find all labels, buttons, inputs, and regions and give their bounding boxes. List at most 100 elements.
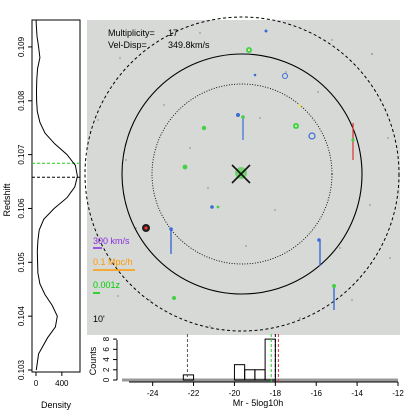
field-star	[209, 325, 211, 327]
density-x-tick-label: 400	[55, 379, 69, 388]
member-galaxy	[144, 226, 148, 230]
veldisp-value: 349.8km/s	[168, 40, 210, 50]
histogram-bar	[254, 369, 266, 381]
member-galaxy	[172, 296, 176, 300]
field-star	[285, 71, 287, 73]
group-members	[142, 29, 355, 310]
field-star	[189, 147, 191, 149]
density-x-ticks: 0 400	[34, 372, 69, 388]
field-star	[245, 245, 247, 247]
field-star	[207, 187, 209, 189]
histogram-bar	[233, 364, 246, 381]
histogram-bar	[264, 338, 276, 381]
multiplicity-label: Multiplicity=	[108, 28, 155, 38]
density-y-label: Redshift	[2, 183, 12, 217]
veldisp-label: Vel-Disp=	[108, 40, 147, 50]
histogram-y-ticks: 0 2 4 6 8	[102, 336, 117, 382]
histogram-x-ticks: -24 -22 -20 -18 -16 -14 -12	[147, 382, 404, 398]
density-x-tick-label: 0	[34, 379, 39, 388]
density-frame	[31, 19, 81, 373]
middle-ring-solid	[121, 53, 363, 295]
histogram-x-tick-label: -18	[270, 389, 282, 398]
member-galaxy	[282, 73, 288, 79]
multiplicity-value: 17	[168, 28, 178, 38]
histogram-bar	[182, 374, 195, 381]
field-star	[259, 117, 261, 119]
histogram-y-tick-label: 2	[102, 367, 111, 372]
member-galaxy	[210, 205, 214, 209]
field-star	[163, 104, 165, 106]
velocity-scale-label: 300 km/s	[93, 236, 130, 246]
member-galaxy	[201, 125, 207, 131]
member-galaxy	[216, 205, 220, 209]
cross-stroke	[231, 164, 251, 184]
member-galaxy	[308, 132, 316, 140]
histogram-x-tick-label: -22	[188, 389, 200, 398]
group-centre-cross	[231, 164, 251, 184]
histogram-bars	[182, 338, 276, 381]
density-y-ticks: 0.103 0.104 0.105 0.106 0.107 0.108 0.109	[17, 36, 32, 380]
histogram-x-tick-label: -20	[229, 389, 241, 398]
sky-panel: Multiplicity= 17 Vel-Disp= 349.8km/s 300…	[84, 16, 400, 335]
field-star	[119, 57, 121, 59]
density-curve	[35, 19, 78, 371]
field-star	[125, 159, 127, 161]
histogram-x-tick-label: -16	[310, 389, 322, 398]
member-galaxy	[182, 164, 188, 170]
density-y-tick-label: 0.105	[17, 252, 26, 273]
member-galaxy	[351, 138, 355, 142]
field-star	[371, 53, 373, 55]
hist-y-label: Counts	[88, 346, 98, 375]
histogram-y-tick-label: 8	[102, 336, 111, 341]
member-galaxy	[247, 48, 251, 52]
hist-x-label: Mr - 5log10h	[233, 398, 284, 408]
histogram-bar	[244, 369, 256, 381]
density-panel: 0.103 0.104 0.105 0.106 0.107 0.108 0.109 0 400…	[2, 19, 81, 410]
field-star	[199, 32, 201, 34]
histogram-reference-lines	[186, 334, 279, 382]
density-y-tick-label: 0.108	[17, 90, 26, 111]
field-star	[299, 317, 301, 319]
density-y-tick-label: 0.106	[17, 198, 26, 219]
angle-scale-label: 10'	[93, 314, 105, 324]
histogram-y-tick-label: 6	[102, 347, 111, 352]
hist-x-label-text: Mr - 5log10h	[233, 398, 284, 408]
member-galaxy	[317, 238, 321, 242]
member-galaxy	[264, 29, 268, 33]
density-y-tick-label: 0.109	[17, 36, 26, 57]
field-star	[387, 137, 389, 139]
member-galaxy	[241, 115, 245, 119]
member-galaxy	[298, 104, 302, 108]
density-y-tick-label: 0.104	[17, 306, 26, 327]
histogram-x-tick-label: -24	[147, 389, 159, 398]
histogram-y-tick-label: 0	[102, 377, 111, 382]
density-x-label: Density	[41, 400, 72, 410]
member-galaxy	[236, 113, 240, 117]
field-star	[389, 257, 391, 259]
member-galaxy	[169, 227, 173, 231]
member-galaxy	[253, 73, 257, 77]
density-y-tick-label: 0.107	[17, 144, 26, 165]
field-star	[369, 204, 371, 206]
redshift-scale-label: 0.001z	[93, 280, 121, 290]
density-reference-lines	[32, 162, 80, 178]
field-star	[331, 39, 333, 41]
outer-ring-dashed	[84, 16, 400, 332]
field-star	[274, 209, 276, 211]
field-star	[351, 299, 353, 301]
distance-scale-label: 0.1 Mpc/h	[93, 257, 133, 267]
histogram-y-tick-label: 4	[102, 357, 111, 362]
field-stars	[97, 32, 391, 327]
field-star	[317, 91, 319, 93]
field-star	[339, 247, 341, 249]
field-star	[149, 299, 151, 301]
field-star	[117, 295, 119, 297]
field-star	[97, 119, 99, 121]
histogram-panel: -24 -22 -20 -18 -16 -14 -12 0 2 4 6 8 Counts Mr - …	[88, 334, 404, 408]
histogram-x-tick-label: -12	[392, 389, 404, 398]
histogram-x-tick-label: -14	[351, 389, 363, 398]
inner-ring-dotted	[151, 83, 333, 265]
density-y-tick-label: 0.103	[17, 359, 26, 380]
member-galaxy	[295, 125, 297, 127]
